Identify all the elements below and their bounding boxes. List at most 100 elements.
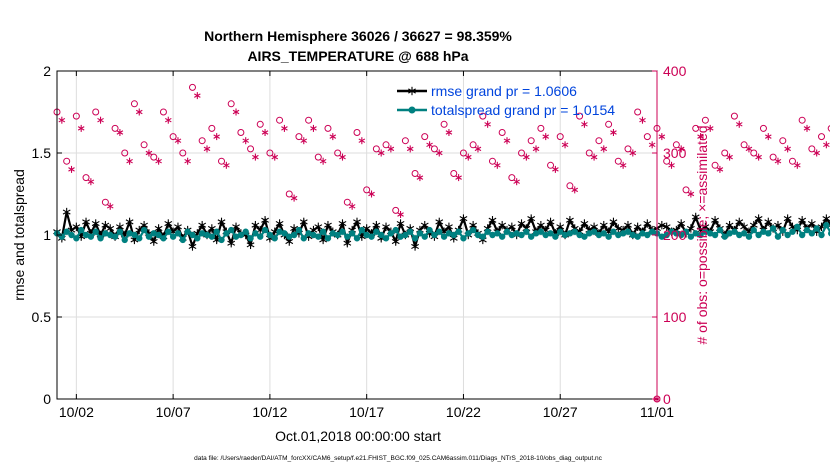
- obs-assimilated-point-stroke: [794, 163, 801, 168]
- obs-possible-point: [111, 124, 119, 132]
- y-left-tick-label: 1: [43, 227, 51, 243]
- rmse-point-stroke: [498, 222, 507, 228]
- totalspread-point: [479, 233, 487, 240]
- obs-assimilated-point-stroke: [513, 179, 520, 184]
- obs-assimilated-point-stroke: [581, 122, 588, 127]
- rmse-point: [677, 219, 686, 228]
- totalspread-point: [489, 231, 496, 239]
- obs-assimilated-point: [348, 202, 356, 210]
- totalspread-point: [339, 228, 346, 235]
- y-axis-left-label: rmse and totalspread: [11, 169, 27, 301]
- totalspread-point: [639, 230, 646, 237]
- totalspread-point: [329, 230, 337, 237]
- obs-possible-point: [527, 137, 535, 145]
- obs-possible-point: [382, 141, 390, 149]
- obs-assimilated-point-stroke: [397, 212, 404, 217]
- totalspread-point: [557, 228, 564, 235]
- rmse-point-stroke: [565, 217, 574, 223]
- totalspread-point: [411, 235, 419, 242]
- rmse-point-stroke: [338, 220, 347, 227]
- rmse-point-stroke: [580, 220, 589, 227]
- totalspread-point: [586, 230, 593, 237]
- obs-assimilated-point-stroke: [77, 126, 85, 131]
- y-axis-right-label: # of obs: o=possible; ×=assimilated: [694, 125, 710, 344]
- obs-assimilated-point: [271, 153, 279, 161]
- obs-assimilated-point: [726, 153, 733, 161]
- rmse-point: [251, 220, 260, 230]
- rmse-point-stroke: [285, 238, 294, 245]
- totalspread-point: [286, 233, 293, 240]
- obs-assimilated-point-stroke: [658, 134, 666, 139]
- obs-count-markers: [53, 83, 830, 403]
- totalspread-point: [169, 233, 177, 240]
- obs-possible-point: [488, 157, 496, 165]
- rmse-point-stroke: [130, 237, 139, 243]
- totalspread-point: [624, 228, 632, 235]
- totalspread-point: [102, 230, 109, 237]
- rmse-point: [725, 220, 734, 230]
- totalspread-point: [629, 231, 637, 239]
- rmse-point-stroke: [246, 242, 255, 248]
- rmse-point-stroke: [590, 224, 599, 230]
- obs-possible-point: [305, 116, 313, 124]
- rmse-point-stroke: [657, 222, 666, 228]
- obs-possible-point: [701, 116, 709, 124]
- obs-assimilated-point-stroke: [310, 126, 317, 131]
- obs-possible-point: [63, 157, 71, 165]
- obs-assimilated-point: [358, 137, 366, 145]
- x-tick-label: 10/02: [59, 404, 94, 420]
- obs-assimilated-point-stroke: [735, 122, 743, 127]
- totalspread-point: [315, 233, 322, 240]
- rmse-point-stroke: [711, 217, 719, 223]
- rmse-point: [517, 219, 526, 228]
- totalspread-point: [145, 233, 153, 240]
- totalspread-point: [68, 231, 75, 239]
- rmse-point-stroke: [517, 220, 526, 227]
- rmse-point-stroke: [62, 209, 71, 215]
- obs-possible-point: [663, 157, 671, 165]
- rmse-point: [580, 219, 589, 228]
- obs-possible-point: [218, 157, 226, 165]
- obs-assimilated-point-stroke: [426, 142, 433, 148]
- obs-assimilated-point: [106, 202, 114, 210]
- obs-assimilated-point: [803, 124, 811, 132]
- rmse-point: [227, 239, 236, 248]
- totalspread-point: [721, 233, 728, 240]
- rmse-point-stroke: [435, 219, 444, 225]
- totalspread-point: [619, 230, 627, 237]
- obs-assimilated-point-stroke: [135, 109, 143, 115]
- obs-possible-point: [779, 137, 787, 145]
- obs-assimilated-point: [126, 157, 133, 165]
- rmse-point-stroke: [164, 220, 173, 227]
- totalspread-point: [605, 233, 612, 240]
- obs-assimilated-point: [745, 145, 753, 153]
- obs-possible-point: [121, 149, 129, 157]
- obs-assimilated-point: [755, 153, 762, 161]
- obs-assimilated-point: [571, 186, 579, 194]
- rmse-point-stroke: [754, 216, 763, 222]
- obs-assimilated-point: [242, 137, 250, 145]
- obs-possible-point: [818, 133, 826, 141]
- totalspread-point: [247, 235, 254, 242]
- rmse-point-stroke: [807, 220, 816, 227]
- obs-possible-point: [324, 124, 332, 132]
- totalspread-point: [121, 236, 128, 244]
- rmse-point-stroke: [82, 219, 90, 225]
- obs-possible-point: [256, 120, 264, 128]
- rmse-point-stroke: [798, 217, 807, 223]
- rmse-point: [643, 219, 652, 228]
- obs-assimilated-point-stroke: [194, 93, 201, 98]
- obs-assimilated-point-stroke: [571, 187, 579, 193]
- totalspread-point: [711, 231, 719, 239]
- obs-assimilated-point: [58, 116, 66, 124]
- obs-assimilated-point-stroke: [677, 146, 685, 152]
- obs-assimilated-point: [164, 116, 172, 124]
- totalspread-point: [450, 231, 457, 239]
- obs-assimilated-point-stroke: [232, 109, 240, 115]
- rmse-point-stroke: [314, 224, 323, 230]
- rmse-point-stroke: [774, 222, 782, 228]
- obs-assimilated-point-stroke: [213, 134, 220, 139]
- totalspread-point: [668, 228, 675, 235]
- obs-assimilated-point-stroke: [300, 138, 308, 143]
- totalspread-point: [397, 233, 404, 240]
